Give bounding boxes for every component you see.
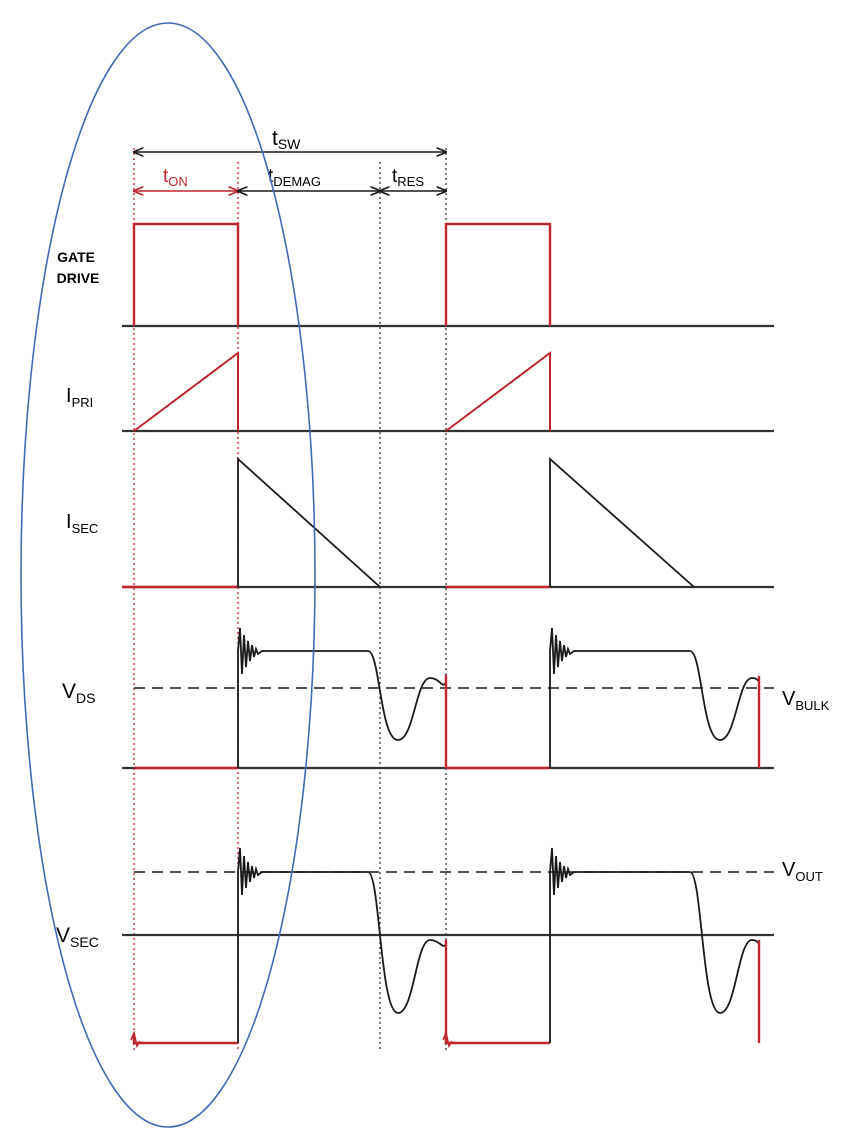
tdemag-label: tDEMAG [268,166,321,189]
vds-label: VDS [62,680,95,706]
tsw-label: tSW [272,127,301,152]
vbulk-label: VBULK [782,688,830,713]
isec-ramp-1 [237,456,381,588]
tres-label: tRES [392,166,424,189]
ipri-ramp-1 [133,351,239,432]
i-sec-trace: ISEC [66,456,774,589]
i-pri-trace: IPRI [66,351,774,433]
timing-dimensions: tSW tON tDEMAG tRES [134,127,446,191]
isec-label: ISEC [66,511,98,536]
ipri-label: IPRI [66,385,93,410]
vds-waveform-2 [549,627,760,768]
vsec-label: VSEC [56,924,99,950]
vsec-red-glitch-2 [442,1030,453,1049]
gate-pulse-1 [132,222,240,326]
ipri-ramp-2 [445,351,551,432]
v-sec-trace: VSEC VOUT [56,847,823,1049]
v-ds-trace: VDS VBULK [62,627,830,770]
vsec-red-low-1 [132,1033,238,1045]
vds-waveform-1 [237,627,447,768]
isec-ramp-2 [549,456,695,588]
vout-label: VOUT [782,859,823,884]
ton-label: tON [163,166,188,189]
gate-drive-label: GATE DRIVE [57,249,100,286]
vsec-waveform-2 [549,847,760,1043]
reference-lines [133,148,447,1050]
highlight-ellipse [20,22,316,1128]
vsec-waveform-1 [237,847,447,1043]
vsec-red-low-2 [444,1033,550,1045]
gate-drive-trace: GATE DRIVE [57,222,774,328]
gate-pulse-2 [444,222,552,326]
vsec-red-glitch-1 [130,1030,141,1049]
